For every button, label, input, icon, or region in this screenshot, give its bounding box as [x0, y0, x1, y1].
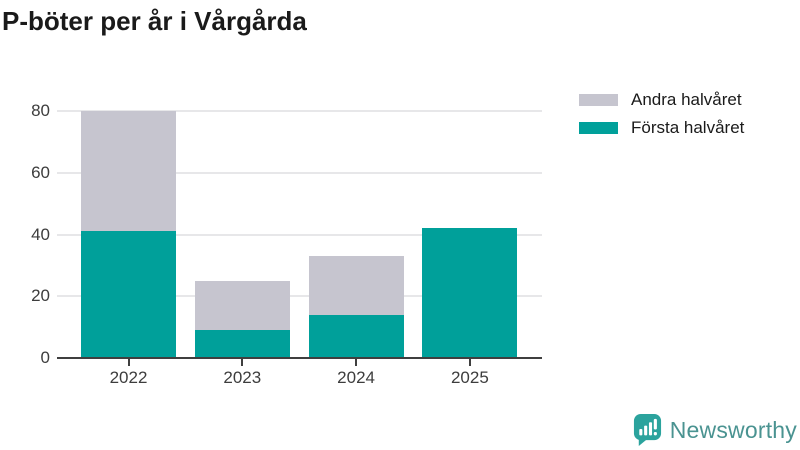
- y-axis-label: 20: [31, 286, 50, 306]
- bar-segment-2022-f-rsta-halv-ret: [81, 231, 176, 358]
- bar-segment-2023-f-rsta-halv-ret: [194, 330, 290, 358]
- x-axis-tick-2025: [468, 359, 471, 366]
- y-axis-label: 40: [31, 224, 50, 244]
- x-axis-label-2024: 2024: [337, 368, 375, 387]
- plot-area: [57, 95, 542, 358]
- x-axis-tick-2022: [127, 359, 130, 366]
- legend-label-andra-halvaret: Andra halvåret: [631, 90, 742, 109]
- legend-item-forsta-halvaret: Första halvåret: [579, 118, 744, 138]
- legend-swatch-forsta-halvaret: [579, 122, 618, 134]
- logo-text: Newsworthy: [669, 416, 797, 443]
- gridline-80: [57, 110, 542, 112]
- bar-segment-2022-andra-halv-ret: [81, 111, 176, 232]
- x-axis-label-2025: 2025: [450, 368, 489, 387]
- gridline-60: [57, 171, 542, 174]
- bar-chart-speech-bubble-icon: [633, 414, 661, 446]
- legend-label-forsta-halvaret: Första halvåret: [631, 118, 745, 137]
- bar-segment-2024-andra-halv-ret: [308, 256, 404, 315]
- legend-item-andra-halvaret: Andra halvåret: [579, 90, 744, 110]
- bar-segment-2025-f-rsta-halv-ret: [422, 228, 518, 358]
- y-axis-label: 80: [31, 101, 50, 120]
- legend-swatch-andra-halvaret: [579, 94, 618, 106]
- gridline-20: [57, 295, 542, 298]
- x-axis-tick-2024: [355, 359, 358, 366]
- y-axis-label: 0: [40, 348, 50, 367]
- x-axis-line: [57, 357, 542, 359]
- gridline-40: [57, 233, 542, 236]
- legend: Andra halvåret Första halvåret: [579, 90, 744, 146]
- y-axis-label: 60: [31, 162, 50, 182]
- page-title: P-böter per år i Vårgårda: [2, 6, 307, 36]
- x-axis-tick-2023: [241, 359, 244, 366]
- bar-segment-2024-f-rsta-halv-ret: [308, 314, 404, 358]
- y-axis-labels: 0 20 40 60 80: [0, 0, 50, 450]
- newsworthy-logo: Newsworthy: [632, 413, 797, 447]
- bar-segment-2023-andra-halv-ret: [194, 280, 290, 331]
- x-axis-label-2023: 2023: [223, 368, 262, 387]
- x-axis-label-2022: 2022: [109, 368, 148, 387]
